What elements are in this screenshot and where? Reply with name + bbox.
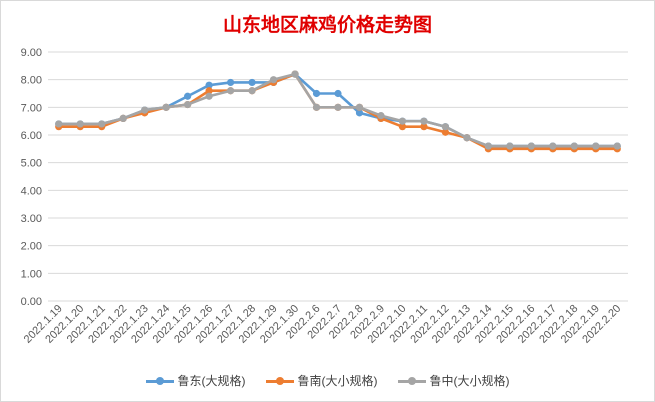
data-point xyxy=(592,142,600,150)
data-point xyxy=(377,112,385,120)
data-point xyxy=(98,120,106,128)
data-point xyxy=(398,117,407,125)
data-point xyxy=(441,128,450,136)
series-2 xyxy=(55,70,621,150)
data-point xyxy=(312,89,321,98)
data-point xyxy=(441,123,450,131)
x-axis-ticks: 2022.1.192022.1.202022.1.212022.1.222022… xyxy=(22,303,624,346)
chart-title: 山东地区麻鸡价格走势图 xyxy=(222,14,432,36)
data-point xyxy=(355,103,364,111)
data-point xyxy=(248,78,256,87)
y-tick-label: 7.00 xyxy=(21,102,42,114)
data-point xyxy=(398,123,407,131)
legend-label: 鲁中(大小规格) xyxy=(429,374,510,388)
y-tick-label: 5.00 xyxy=(21,158,42,170)
data-point xyxy=(226,78,235,87)
data-point xyxy=(205,81,213,89)
data-point xyxy=(76,120,84,128)
data-point xyxy=(355,109,364,117)
data-point xyxy=(141,106,149,114)
data-point xyxy=(205,87,213,95)
legend-label: 鲁东(大规格) xyxy=(177,374,246,388)
data-point xyxy=(463,134,471,142)
data-point xyxy=(184,92,192,100)
legend-swatch xyxy=(145,376,174,386)
legend: 鲁东(大规格) 鲁南(大小规格) 鲁中(大小规格) xyxy=(0,372,655,389)
legend-label: 鲁南(大小规格) xyxy=(297,374,378,388)
data-point xyxy=(248,87,256,95)
y-tick-label: 2.00 xyxy=(21,241,42,253)
legend-swatch xyxy=(397,376,426,386)
data-point xyxy=(226,87,235,95)
data-point xyxy=(506,142,514,150)
data-point xyxy=(162,103,170,111)
gridlines xyxy=(48,51,628,302)
data-point xyxy=(420,117,428,125)
data-point xyxy=(312,103,321,111)
data-point xyxy=(269,76,278,84)
legend-item: 鲁中(大小规格) xyxy=(397,372,510,389)
y-tick-label: 1.00 xyxy=(21,268,42,280)
legend-item: 鲁东(大规格) xyxy=(145,372,246,389)
data-point xyxy=(334,103,342,111)
data-point xyxy=(55,120,63,128)
y-tick-label: 9.00 xyxy=(21,47,42,59)
data-point xyxy=(570,142,578,150)
y-tick-label: 4.00 xyxy=(21,185,42,197)
y-tick-label: 8.00 xyxy=(21,75,42,87)
y-tick-label: 6.00 xyxy=(21,130,42,142)
data-point xyxy=(291,70,299,78)
data-point xyxy=(205,92,213,100)
data-point xyxy=(613,142,621,150)
data-point xyxy=(334,89,342,98)
data-point xyxy=(484,142,492,150)
data-point xyxy=(420,123,428,131)
y-axis-ticks: 0.00 1.00 2.00 3.00 4.00 5.00 6.00 7.00 8.00 9.00 xyxy=(21,47,42,308)
data-point xyxy=(527,142,535,150)
data-point xyxy=(184,100,192,109)
legend-swatch xyxy=(265,376,294,386)
y-tick-label: 0.00 xyxy=(21,296,42,308)
series-lines xyxy=(55,70,621,153)
data-point xyxy=(119,114,127,122)
y-tick-label: 3.00 xyxy=(21,213,42,225)
data-point xyxy=(549,142,557,150)
legend-item: 鲁南(大小规格) xyxy=(265,372,378,389)
